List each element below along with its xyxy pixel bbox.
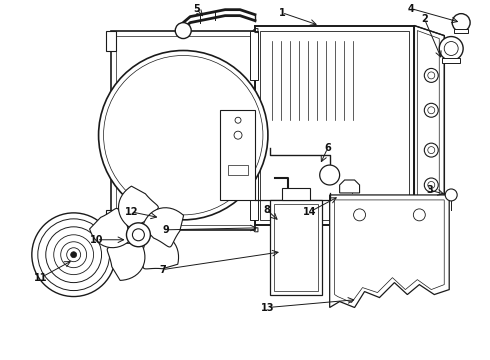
Polygon shape — [143, 233, 178, 269]
Circle shape — [126, 223, 150, 247]
Polygon shape — [119, 186, 158, 229]
Polygon shape — [111, 31, 255, 230]
Circle shape — [424, 68, 438, 82]
Text: 14: 14 — [303, 207, 317, 217]
Polygon shape — [220, 110, 255, 200]
Polygon shape — [107, 243, 145, 280]
Polygon shape — [250, 170, 258, 220]
Circle shape — [132, 229, 145, 241]
Polygon shape — [340, 180, 360, 193]
Polygon shape — [330, 195, 449, 307]
Text: 6: 6 — [324, 143, 331, 153]
Circle shape — [175, 23, 191, 39]
Text: 7: 7 — [159, 265, 166, 275]
Circle shape — [424, 178, 438, 192]
Text: 5: 5 — [193, 4, 199, 14]
Text: 4: 4 — [408, 4, 415, 14]
Text: 2: 2 — [421, 14, 428, 24]
Circle shape — [71, 252, 76, 258]
Text: 13: 13 — [261, 302, 275, 312]
Circle shape — [424, 103, 438, 117]
Polygon shape — [143, 208, 184, 247]
Polygon shape — [282, 188, 310, 200]
Circle shape — [319, 165, 340, 185]
Text: 12: 12 — [124, 207, 138, 217]
Circle shape — [452, 14, 470, 32]
Text: 10: 10 — [90, 235, 103, 245]
Text: 8: 8 — [264, 205, 270, 215]
Polygon shape — [105, 31, 116, 50]
Polygon shape — [90, 208, 131, 248]
Circle shape — [445, 189, 457, 201]
Circle shape — [439, 37, 463, 60]
Polygon shape — [270, 200, 322, 294]
Polygon shape — [415, 26, 444, 225]
Polygon shape — [255, 26, 415, 225]
Circle shape — [98, 50, 268, 220]
Text: 1: 1 — [278, 8, 285, 18]
Text: 9: 9 — [163, 225, 170, 235]
Polygon shape — [250, 31, 258, 80]
Circle shape — [32, 213, 116, 297]
Polygon shape — [105, 210, 116, 230]
Circle shape — [424, 143, 438, 157]
Text: 3: 3 — [426, 185, 433, 195]
Circle shape — [444, 41, 458, 55]
Polygon shape — [454, 28, 468, 32]
Polygon shape — [112, 247, 123, 263]
Polygon shape — [442, 58, 460, 63]
Text: 11: 11 — [34, 273, 48, 283]
